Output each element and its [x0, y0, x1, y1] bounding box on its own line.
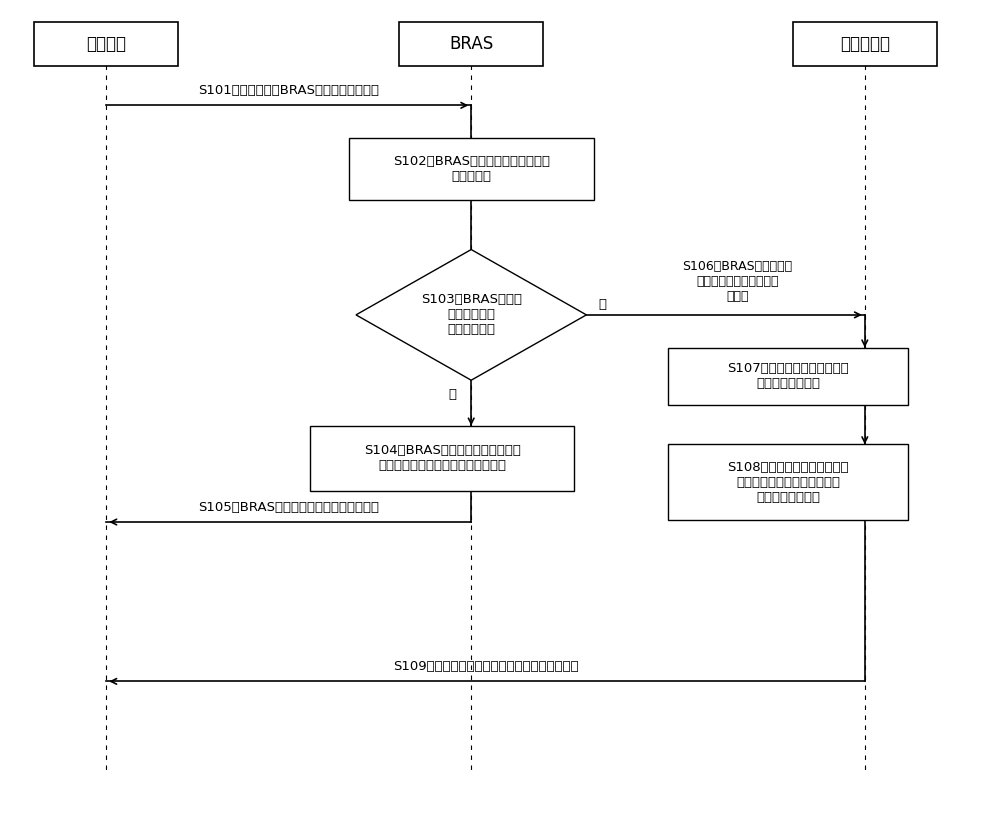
Polygon shape [356, 250, 586, 380]
FancyBboxPatch shape [34, 22, 178, 66]
FancyBboxPatch shape [668, 445, 908, 520]
Text: S104、BRAS根据认证请求消息中的
第一认证信息，对终端设备进行认证: S104、BRAS根据认证请求消息中的 第一认证信息，对终端设备进行认证 [364, 444, 521, 472]
Text: 认证服务器: 认证服务器 [840, 35, 890, 53]
Text: S109、认证服务器向终端设备发送认证响应消息: S109、认证服务器向终端设备发送认证响应消息 [393, 660, 578, 673]
FancyBboxPatch shape [399, 22, 543, 66]
FancyBboxPatch shape [793, 22, 937, 66]
FancyBboxPatch shape [310, 426, 574, 491]
Text: 终端设备: 终端设备 [86, 35, 126, 53]
Text: S107、认证服务器接收终端设
备的认证请求消息: S107、认证服务器接收终端设 备的认证请求消息 [727, 363, 849, 390]
Text: S103、BRAS确定认
证服务器是否
处于异常状态: S103、BRAS确定认 证服务器是否 处于异常状态 [421, 293, 522, 337]
Text: S106、BRAS向认证服务
器发送终端设备的认证请
求消息: S106、BRAS向认证服务 器发送终端设备的认证请 求消息 [682, 260, 793, 303]
Text: S102、BRAS接收终端设备发送的认
证请求消息: S102、BRAS接收终端设备发送的认 证请求消息 [393, 155, 550, 183]
Text: BRAS: BRAS [449, 35, 493, 53]
FancyBboxPatch shape [349, 138, 594, 200]
FancyBboxPatch shape [668, 347, 908, 405]
Text: S105、BRAS向终端设备发送认证响应消息: S105、BRAS向终端设备发送认证响应消息 [198, 501, 379, 514]
Text: S101、终端设备向BRAS发送认证请求消息: S101、终端设备向BRAS发送认证请求消息 [198, 85, 379, 98]
Text: 是: 是 [449, 388, 457, 401]
Text: S108、认证服务器根据认证请
求消息中的第一认证信息，对
终端设备进行认证: S108、认证服务器根据认证请 求消息中的第一认证信息，对 终端设备进行认证 [727, 461, 849, 504]
Text: 否: 否 [598, 298, 606, 311]
